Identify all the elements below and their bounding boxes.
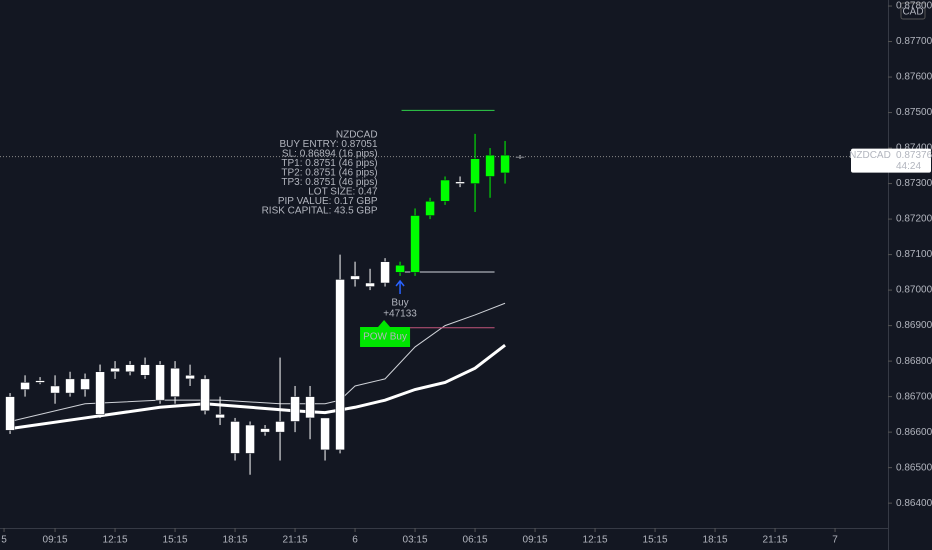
candle-body <box>215 414 225 419</box>
moving-average <box>9 343 506 431</box>
candle-body <box>335 279 345 451</box>
candle-body <box>365 282 375 287</box>
candle-body <box>245 424 255 454</box>
candle-body <box>95 371 105 415</box>
candle-body <box>35 380 45 383</box>
y-tick-label: 0.87200 <box>896 214 932 225</box>
price-label-box <box>851 148 931 173</box>
badge-box[interactable] <box>360 319 411 347</box>
candle-body <box>125 364 135 373</box>
y-tick-label: 0.86700 <box>896 391 932 402</box>
annotation-line: PIP VALUE: 0.17 GBP <box>278 196 378 207</box>
annotation-line: LOT SIZE: 0.47 <box>308 187 378 198</box>
annotation-line: TP3: 0.8751 (46 pips) <box>281 177 377 188</box>
annotation-line: TP2: 0.8751 (46 pips) <box>281 168 377 179</box>
x-tick-label: 12:15 <box>583 535 608 546</box>
x-tick-label: 15:15 <box>643 535 668 546</box>
x-tick-label: 03:15 <box>403 535 428 546</box>
candle-body <box>290 396 300 422</box>
candle-body <box>485 154 495 177</box>
badge-label: POW Buy <box>363 332 407 343</box>
candle-body <box>110 367 120 373</box>
candle-body <box>5 396 15 431</box>
candle-body <box>230 421 240 454</box>
x-tick-label: 18:15 <box>223 535 248 546</box>
x-tick-label: 21:15 <box>763 535 788 546</box>
x-tick-label: 12:15 <box>103 535 128 546</box>
y-tick-label: 0.86800 <box>896 356 932 367</box>
y-tick-label: 0.86500 <box>896 462 932 473</box>
x-tick-label: 06:15 <box>463 535 488 546</box>
x-tick-label: 7 <box>832 535 838 546</box>
candle-body <box>500 154 510 174</box>
x-tick-label: 5 <box>1 535 7 546</box>
countdown: 44:24 <box>896 161 921 172</box>
annotation-line: TP1: 0.8751 (46 pips) <box>281 158 377 169</box>
candle-body <box>65 378 75 394</box>
candle-body <box>170 367 180 397</box>
candle-body <box>50 385 60 394</box>
currency-badge[interactable] <box>900 2 926 20</box>
y-tick-label: 0.87500 <box>896 107 932 118</box>
y-tick-label: 0.87800 <box>896 1 932 12</box>
candle-body <box>20 382 30 390</box>
y-tick-label: 0.87100 <box>896 249 932 260</box>
signal-label: Buy <box>391 298 408 309</box>
candle-body <box>80 378 90 390</box>
candle-body <box>425 201 435 216</box>
candle-body <box>185 375 195 380</box>
candle-body <box>305 396 315 419</box>
y-tick-label: 0.86600 <box>896 427 932 438</box>
y-tick-label: 0.86900 <box>896 320 932 331</box>
y-tick-label: 0.87400 <box>896 143 932 154</box>
candle-body <box>155 364 165 401</box>
y-tick-label: 0.87600 <box>896 72 932 83</box>
candle-body <box>410 215 420 273</box>
annotation-line: NZDCAD <box>336 130 378 141</box>
annotation-line: RISK CAPITAL: 43.5 GBP <box>262 206 378 217</box>
x-tick-label: 15:15 <box>163 535 188 546</box>
candle-body <box>380 261 390 284</box>
last-price-label: 0.87376 <box>896 150 932 161</box>
candle-body <box>275 421 285 433</box>
candle-body <box>395 264 405 273</box>
candle-body <box>260 428 270 433</box>
candle-body <box>140 364 150 376</box>
candle-body <box>440 179 450 202</box>
candle-body <box>455 181 465 184</box>
buy-arrow <box>395 279 405 294</box>
annotation-line: BUY ENTRY: 0.87051 <box>280 139 378 150</box>
candle-body <box>350 275 360 280</box>
candle-body <box>470 158 480 184</box>
y-tick-label: 0.87000 <box>896 285 932 296</box>
x-tick-label: 6 <box>352 535 358 546</box>
x-tick-label: 21:15 <box>283 535 308 546</box>
annotation-line: SL: 0.86894 (16 pips) <box>282 149 378 160</box>
candle-body <box>320 417 330 451</box>
y-tick-label: 0.86400 <box>896 498 932 509</box>
x-tick-label: 09:15 <box>43 535 68 546</box>
currency: CAD <box>902 7 923 18</box>
signal-value: +47133 <box>383 309 417 320</box>
x-tick-label: 18:15 <box>703 535 728 546</box>
candle-body <box>515 156 525 158</box>
candle-body <box>200 378 210 412</box>
x-tick-label: 09:15 <box>523 535 548 546</box>
y-tick-label: 0.87300 <box>896 178 932 189</box>
symbol-label: NZDCAD <box>849 150 891 161</box>
y-tick-label: 0.87700 <box>896 36 932 47</box>
